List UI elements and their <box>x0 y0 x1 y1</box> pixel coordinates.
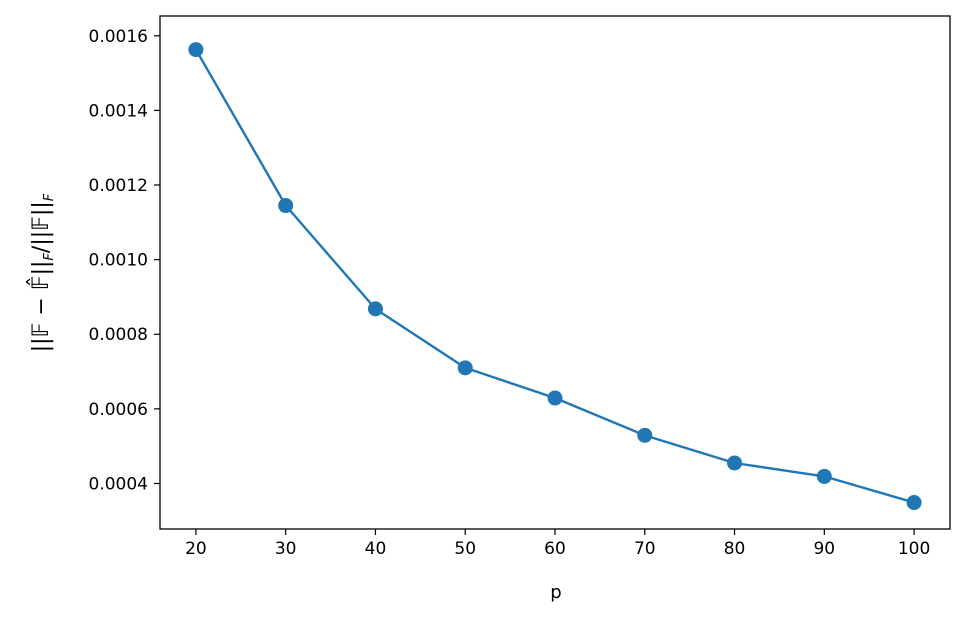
x-tick-label: 80 <box>724 539 746 559</box>
y-tick-label: 0.0016 <box>89 27 148 47</box>
x-tick-label: 100 <box>898 539 930 559</box>
x-tick-label: 50 <box>454 539 476 559</box>
data-point <box>906 495 922 511</box>
data-point <box>457 360 473 376</box>
x-axis-label: p <box>550 582 561 603</box>
y-tick-label: 0.0006 <box>89 400 148 420</box>
y-axis: 0.0004 0.0006 0.0008 0.0010 0.0012 0.0014 0.00… <box>89 27 160 494</box>
y-tick-label: 0.0008 <box>89 325 148 345</box>
x-tick-label: 90 <box>813 539 835 559</box>
svg-text:||𝔽 − 𝔽̂||F/||𝔽||F: ||𝔽 − 𝔽̂||F/||𝔽||F <box>27 193 57 352</box>
x-tick-label: 30 <box>275 539 297 559</box>
x-tick-label: 20 <box>185 539 207 559</box>
x-axis: 20 30 40 50 60 70 80 90 100 <box>185 529 930 559</box>
series-line <box>194 49 915 504</box>
data-point <box>816 468 832 484</box>
data-point <box>547 390 563 406</box>
x-tick-label: 40 <box>365 539 387 559</box>
data-point <box>727 455 743 471</box>
y-tick-label: 0.0004 <box>89 474 148 494</box>
y-tick-label: 0.0014 <box>89 101 148 121</box>
x-tick-label: 70 <box>634 539 656 559</box>
data-point <box>367 301 383 317</box>
plot-area <box>188 42 922 511</box>
x-tick-label: 60 <box>544 539 566 559</box>
y-axis-label: ||𝔽 − 𝔽̂||F/||𝔽||F <box>27 193 57 352</box>
data-point <box>637 427 653 443</box>
data-point <box>188 42 204 58</box>
data-point <box>278 198 294 214</box>
axes-frame <box>159 15 951 530</box>
y-tick-label: 0.0012 <box>89 176 148 196</box>
y-tick-label: 0.0010 <box>89 251 148 271</box>
